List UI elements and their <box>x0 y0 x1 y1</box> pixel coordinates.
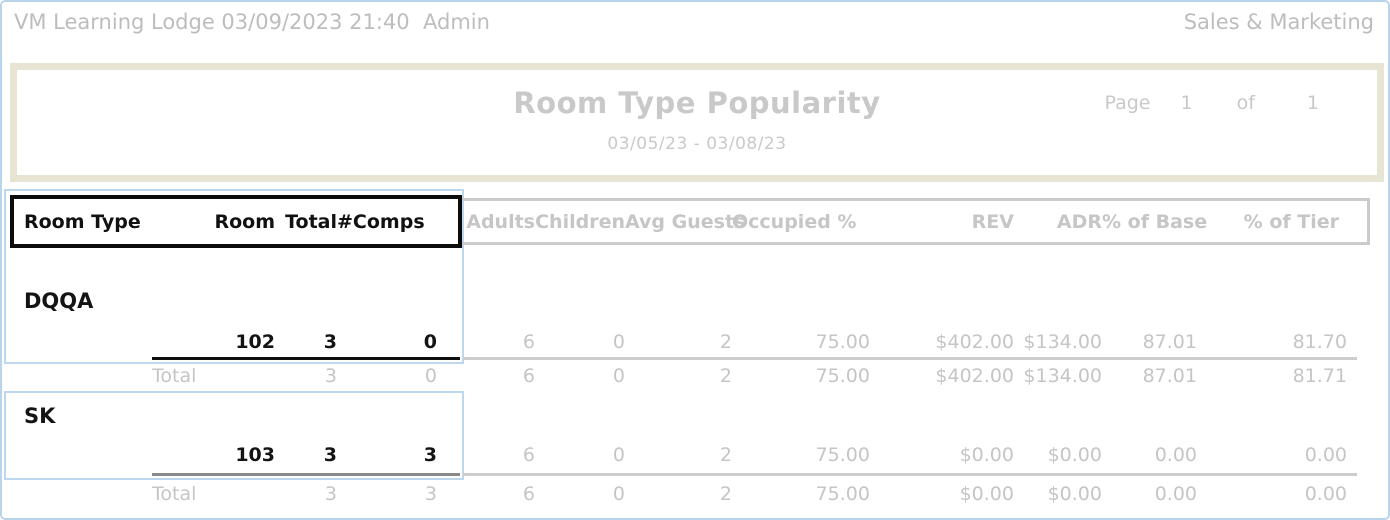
total-row-dqqa: Total 3 0 6 0 2 75.00 $402.00 $134.00 87… <box>10 363 1347 388</box>
cell-total: 3 <box>323 444 337 466</box>
cell-adults: 6 <box>522 364 535 387</box>
col-header-adults: Adults <box>466 210 535 233</box>
highlight-box-black-columns: Room Type Room Total #Comps <box>10 195 462 248</box>
property-datetime-user: VM Learning Lodge 03/09/2023 21:40 Admin <box>14 10 490 34</box>
page-indicator: Page 1 of 1 <box>1104 92 1319 114</box>
highlight-box-header-dqqa <box>4 189 464 364</box>
cell-rev: $402.00 <box>935 364 1014 387</box>
total-row-sk: Total 3 3 6 0 2 75.00 $0.00 $0.00 0.00 0… <box>10 481 1347 506</box>
cell-pct-tier: 81.71 <box>1292 364 1347 387</box>
cell-comps: 0 <box>423 331 437 353</box>
cell-adults: 6 <box>522 482 535 505</box>
cell-total: 3 <box>323 331 337 353</box>
department-label: Sales & Marketing <box>1183 10 1374 34</box>
cell-avg-guests: 2 <box>719 364 732 387</box>
highlight-box-sk <box>4 391 464 480</box>
table-row: 102 3 0 6 0 2 75.00 $402.00 $134.00 87.0… <box>10 328 1347 356</box>
report-title: Room Type Popularity <box>513 86 881 120</box>
cell-avg-guests: 2 <box>719 444 732 466</box>
col-header-room: Room <box>214 210 275 233</box>
page-number: 1 <box>1180 92 1193 114</box>
page-of-label: of <box>1236 92 1255 114</box>
cell-pct-base: 87.01 <box>1142 364 1197 387</box>
cell-comps: 3 <box>423 444 437 466</box>
page-label: Page <box>1104 92 1151 114</box>
cell-pct-base: 0.00 <box>1154 444 1197 466</box>
col-header-adr: ADR <box>1056 210 1102 233</box>
cell-children: 0 <box>612 331 625 353</box>
cell-avg-guests: 2 <box>719 331 732 353</box>
cell-pct-base: 0.00 <box>1154 482 1197 505</box>
report-title-box: Page 1 of 1 Room Type Popularity 03/05/2… <box>10 63 1384 182</box>
room-type-label: DQQA <box>24 289 94 313</box>
cell-pct-base: 87.01 <box>1142 331 1197 353</box>
cell-children: 0 <box>612 364 625 387</box>
cell-rev: $402.00 <box>935 331 1014 353</box>
cell-avg-guests: 2 <box>719 482 732 505</box>
col-header-avg-guests: Avg Guests <box>625 210 746 233</box>
total-label: Total <box>152 482 197 505</box>
cell-rev: $0.00 <box>959 482 1014 505</box>
cell-adr: $0.00 <box>1047 482 1102 505</box>
cell-adults: 6 <box>522 331 535 353</box>
cell-adr: $0.00 <box>1047 444 1102 466</box>
cell-children: 0 <box>612 482 625 505</box>
cell-comps: 0 <box>424 364 437 387</box>
cell-pct-tier: 0.00 <box>1304 482 1347 505</box>
cell-occupied: 75.00 <box>815 482 870 505</box>
total-label: Total <box>152 364 197 387</box>
page-count: 1 <box>1306 92 1319 114</box>
section-row-sk: SK <box>10 401 1347 431</box>
cell-pct-tier: 81.70 <box>1292 331 1347 353</box>
cell-room: 102 <box>235 331 275 353</box>
cell-rev: $0.00 <box>959 444 1014 466</box>
report-date-range: 03/05/23 - 03/08/23 <box>607 134 787 154</box>
col-header-occupied: Occupied % <box>732 210 857 233</box>
col-header-pct-tier: % of Tier <box>1243 210 1339 233</box>
col-header-children: Children <box>535 210 625 233</box>
cell-adults: 6 <box>522 444 535 466</box>
section-row-dqqa: DQQA <box>10 286 1347 316</box>
divider-dqqa-dark <box>152 357 460 360</box>
divider-sk-light <box>463 473 1357 476</box>
cell-adr: $134.00 <box>1023 364 1102 387</box>
table-header-row: Adults Children Avg Guests Occupied % RE… <box>10 198 1347 245</box>
col-header-rev: REV <box>971 210 1014 233</box>
col-header-comps: #Comps <box>337 210 425 233</box>
room-type-label: SK <box>24 404 56 428</box>
cell-comps: 3 <box>424 482 437 505</box>
top-bar: VM Learning Lodge 03/09/2023 21:40 Admin… <box>14 10 1374 34</box>
cell-room: 103 <box>235 444 275 466</box>
divider-dqqa-light <box>463 357 1357 360</box>
col-header-total: Total <box>285 210 337 233</box>
cell-occupied: 75.00 <box>815 364 870 387</box>
table-row: 103 3 3 6 0 2 75.00 $0.00 $0.00 0.00 0.0… <box>10 441 1347 469</box>
cell-total: 3 <box>324 364 337 387</box>
cell-pct-tier: 0.00 <box>1304 444 1347 466</box>
divider-sk-dark <box>152 473 460 476</box>
col-header-pct-base: % of Base <box>1102 210 1208 233</box>
cell-occupied: 75.00 <box>815 444 870 466</box>
cell-total: 3 <box>324 482 337 505</box>
cell-occupied: 75.00 <box>815 331 870 353</box>
cell-adr: $134.00 <box>1023 331 1102 353</box>
col-header-room-type: Room Type <box>24 210 141 233</box>
cell-children: 0 <box>612 444 625 466</box>
